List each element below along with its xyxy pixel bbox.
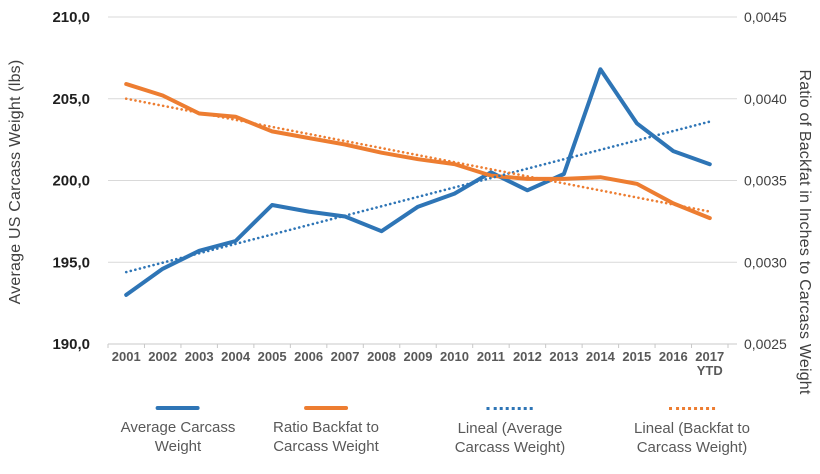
- legend-label: Average Carcass: [120, 419, 236, 436]
- legend-label: Carcass Weight): [636, 439, 748, 456]
- legend-label: Lineal (Backfat to: [634, 420, 750, 437]
- left-axis-tick-label: 195,0: [52, 254, 90, 271]
- right-axis-tick-label: 0,0040: [744, 91, 787, 107]
- legend-label: Carcass Weight): [454, 439, 566, 456]
- x-axis-year-label: 2001: [112, 349, 141, 364]
- right-axis-tick-label: 0,0035: [744, 173, 787, 189]
- x-axis-year-label: 2013: [549, 349, 578, 364]
- x-axis-year-label: 2009: [404, 349, 433, 364]
- legend-label: Carcass Weight: [273, 438, 379, 455]
- right-axis-tick-label: 0,0030: [744, 254, 787, 270]
- x-axis-year-label: 2005: [258, 349, 287, 364]
- legend-item-lineal-average-carcass: Lineal (Average Carcass Weight): [454, 400, 566, 457]
- x-axis-year-label: 2011: [477, 349, 505, 364]
- right-axis-tick-label: 0,0045: [744, 9, 787, 25]
- x-axis-year-label: 2017: [695, 349, 724, 364]
- series-lineal-average-carcass-weight: [124, 120, 712, 274]
- series-ratio-backfat-to-carcass-weight: [124, 82, 712, 221]
- dotted-blue-line-icon: [487, 407, 533, 410]
- series-average-carcass-weight: [124, 67, 712, 297]
- legend-label: Weight: [154, 438, 202, 455]
- solid-blue-line-icon: [156, 406, 200, 410]
- solid-orange-line-icon: [303, 406, 348, 410]
- series-lineal-backfat-to-carcass-weight: [124, 97, 712, 213]
- legend-item-ratio-backfat: Ratio Backfat to Carcass Weight: [273, 400, 379, 456]
- right-axis-tick-label: 0,0025: [744, 336, 787, 352]
- x-axis-ytd-label: YTD: [697, 363, 723, 378]
- plot-area: 210,0 0,0045 205,0 0,0040 200,0 0,0035 195,0 0,…: [52, 9, 787, 378]
- x-axis-year-label: 2006: [294, 349, 323, 364]
- chart-legend: Average Carcass Weight Ratio Backfat to …: [0, 400, 820, 470]
- x-axis-year-label: 2007: [331, 349, 360, 364]
- x-axis-year-label: 2016: [659, 349, 688, 364]
- x-axis-year-label: 2002: [148, 349, 177, 364]
- x-axis-year-label: 2010: [440, 349, 469, 364]
- legend-item-lineal-backfat: Lineal (Backfat to Carcass Weight): [634, 400, 750, 457]
- x-axis-year-label: 2012: [513, 349, 542, 364]
- x-axis-year-label: 2004: [221, 349, 251, 364]
- x-axis-year-label: 2003: [185, 349, 214, 364]
- left-axis-tick-label: 190,0: [52, 336, 90, 353]
- x-axis-year-label: 2014: [586, 349, 616, 364]
- dotted-orange-line-icon: [669, 407, 715, 410]
- left-axis-tick-label: 200,0: [52, 173, 90, 190]
- x-axis-year-label: 2008: [367, 349, 396, 364]
- left-axis-tick-label: 205,0: [52, 91, 90, 108]
- legend-label: Ratio Backfat to: [273, 419, 379, 436]
- legend-label: Lineal (Average: [457, 420, 563, 437]
- left-axis-tick-label: 210,0: [52, 9, 90, 26]
- x-axis-year-label: 2015: [622, 349, 651, 364]
- legend-item-average-carcass-weight: Average Carcass Weight: [120, 400, 236, 456]
